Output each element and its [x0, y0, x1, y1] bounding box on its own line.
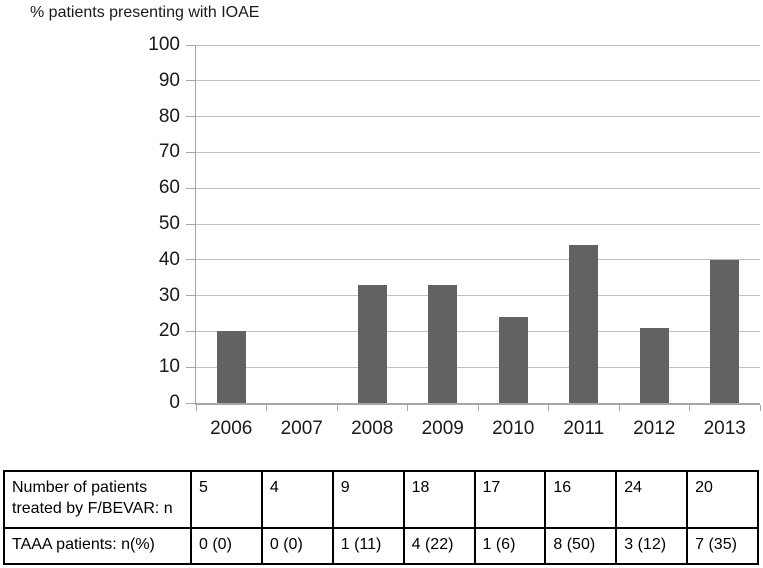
y-axis-label: 60 — [158, 177, 180, 199]
bar — [428, 284, 458, 403]
gridline — [196, 151, 760, 153]
y-axis-tick — [186, 80, 196, 82]
x-axis-label: 2012 — [633, 418, 676, 439]
table-cell: 0 (0) — [260, 527, 334, 565]
x-axis-tick — [548, 405, 549, 411]
x-axis-tick — [407, 405, 408, 411]
table-cell: 1 (6) — [473, 527, 547, 565]
y-axis-tick — [186, 44, 196, 46]
x-axis-label: 2013 — [703, 418, 746, 439]
gridline — [196, 80, 760, 82]
table-cell: 4 — [260, 470, 334, 529]
data-table-body: Number of patients treated by F/BEVAR: n… — [3, 470, 759, 565]
x-axis-label: 2007 — [280, 418, 323, 439]
bar — [639, 327, 669, 403]
plot-area: 0 10 20 30 40 50 60 70 80 90 100 2006 2007 2008 2009 20… — [148, 34, 761, 439]
y-axis-tick — [186, 259, 196, 261]
y-axis-tick — [186, 116, 196, 118]
y-axis-label: 80 — [158, 105, 180, 127]
table-cell: 18 — [402, 470, 476, 529]
table-row: Number of patients treated by F/BEVAR: n… — [3, 470, 759, 529]
y-axis-label: 40 — [158, 248, 180, 270]
table-cell: 9 — [331, 470, 405, 529]
x-axis-tick — [618, 405, 620, 411]
bar — [498, 317, 528, 403]
table-cell: 4 (22) — [402, 527, 476, 565]
y-axis-tick — [186, 330, 196, 332]
y-axis-label: 90 — [158, 69, 180, 91]
chart-title: % patients presenting with IOAE — [30, 4, 260, 21]
data-table: Number of patients treated by F/BEVAR: n… — [3, 470, 759, 565]
gridline — [196, 44, 760, 46]
y-axis-label: 20 — [158, 320, 180, 342]
bar-chart: 0 10 20 30 40 50 60 70 80 90 100 2006 2007 2008 2009 20… — [148, 34, 761, 439]
table-cell: 8 (50) — [544, 527, 618, 565]
x-axis-tick — [689, 405, 690, 411]
y-axis-label: 30 — [158, 284, 180, 306]
y-axis-tick — [186, 223, 196, 225]
gridline — [196, 366, 760, 368]
row-label: Number of patients treated by F/BEVAR: n — [3, 470, 192, 529]
table-cell: 5 — [190, 470, 263, 529]
table-cell: 1 (11) — [331, 527, 405, 565]
gridline — [196, 330, 760, 332]
y-axis-tick — [186, 151, 196, 153]
bar — [216, 331, 246, 403]
y-axis-label: 10 — [158, 356, 180, 378]
x-axis-tick — [266, 405, 267, 411]
x-axis-tick — [195, 405, 197, 411]
table-cell: 24 — [615, 470, 689, 529]
x-axis-label: 2008 — [351, 418, 394, 439]
bar — [569, 245, 599, 403]
x-axis-tick — [336, 405, 338, 411]
table-cell: 7 (35) — [686, 527, 759, 565]
y-axis-label: 0 — [169, 392, 180, 413]
table-row: TAAA patients: n(%) 0 (0) 0 (0) 1 (11) 4 (22… — [3, 527, 759, 565]
y-axis-tick — [186, 295, 196, 297]
table-cell: 3 (12) — [615, 527, 689, 565]
bar — [357, 284, 387, 403]
table-cell: 0 (0) — [190, 527, 263, 565]
y-axis-tick — [186, 366, 196, 368]
y-axis-tick — [186, 187, 196, 189]
gridline — [196, 259, 760, 261]
row-label: TAAA patients: n(%) — [3, 527, 192, 565]
x-axis-label: 2009 — [421, 418, 464, 439]
gridline — [196, 223, 760, 225]
y-axis-label: 100 — [148, 34, 180, 55]
table-cell: 17 — [473, 470, 547, 529]
table-cell: 16 — [544, 470, 618, 529]
x-axis-tick — [477, 405, 479, 411]
y-axis-tick — [186, 402, 196, 404]
gridline — [196, 187, 760, 189]
table-cell: 20 — [686, 470, 759, 529]
x-axis-label: 2010 — [492, 418, 535, 439]
gridline — [196, 116, 760, 118]
x-axis-label: 2006 — [210, 418, 253, 439]
x-axis-label: 2011 — [563, 418, 605, 439]
gridline — [196, 295, 760, 297]
x-axis-tick — [759, 405, 761, 411]
y-axis-label: 70 — [158, 141, 180, 163]
bar — [710, 259, 740, 403]
y-axis-label: 50 — [158, 213, 180, 234]
